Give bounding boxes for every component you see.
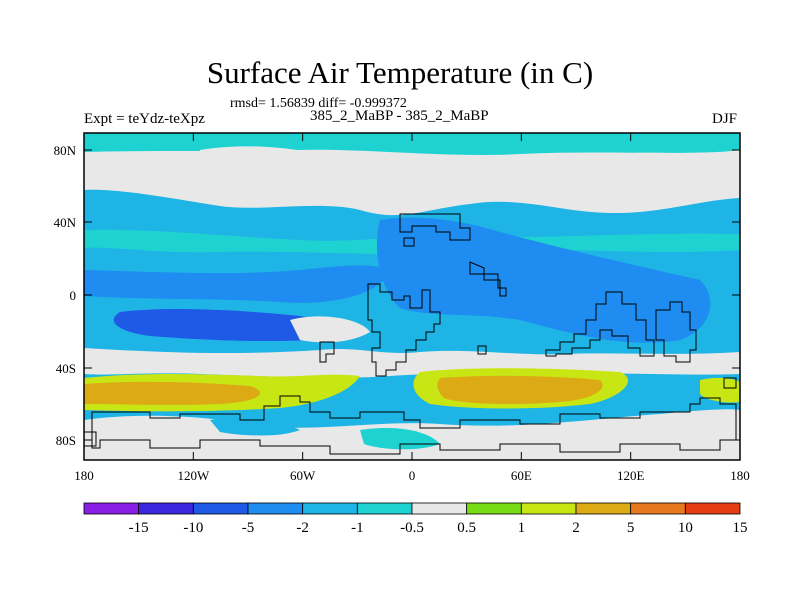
colorbar-label: -0.5 — [400, 520, 424, 536]
lon-tick-label: 0 — [409, 468, 416, 483]
lon-tick-label: 120W — [177, 468, 210, 483]
plot-title: Surface Air Temperature (in C) — [206, 55, 594, 90]
new-zealand-outline — [723, 377, 737, 389]
colorbar-swatch — [466, 502, 522, 515]
colorbar-swatch — [684, 502, 741, 515]
colorbar-swatch — [520, 502, 577, 515]
colorbar-label: 10 — [678, 520, 693, 536]
colorbar-swatch — [302, 502, 358, 515]
land-contours — [84, 213, 737, 455]
lon-tick-label: 180 — [730, 468, 750, 483]
field-south-yellow-far-east — [700, 377, 740, 403]
lon-tick-label: 180 — [74, 468, 94, 483]
colorbar-swatch — [630, 502, 686, 515]
colorbar-swatch — [575, 502, 632, 515]
longitude-axis: 180 120W 60W 0 60E 120E 180 — [74, 133, 750, 483]
lat-tick-label: 0 — [70, 288, 77, 303]
colorbar: -15 -10 -5 -2 -1 -0.5 0.5 1 2 5 10 15 — [83, 502, 748, 536]
field-south-orange-west — [84, 381, 260, 405]
colorbar-label: 15 — [733, 520, 748, 536]
lon-tick-label: 60E — [511, 468, 532, 483]
field-pacific-blue — [84, 265, 390, 303]
colorbar-label: -10 — [183, 520, 203, 536]
field-tropical-core — [376, 217, 711, 343]
season-label: DJF — [712, 111, 738, 127]
lat-tick-label: 80S — [56, 433, 76, 448]
madagascar-outline — [477, 345, 487, 355]
field-arctic-patch — [200, 146, 360, 172]
latitude-axis: 80N 40N 0 40S 80S — [54, 143, 740, 448]
lat-tick-label: 40S — [56, 361, 76, 376]
colorbar-label: 0.5 — [457, 520, 476, 536]
colorbar-label: 5 — [627, 520, 635, 536]
europe-outline — [399, 213, 471, 241]
field-south-orange-east — [437, 375, 603, 405]
arabia-outline — [469, 261, 507, 297]
lat-tick-label: 40N — [54, 215, 77, 230]
australia-outline — [655, 301, 697, 363]
island-outline — [403, 237, 415, 247]
map-field — [84, 133, 740, 460]
stats-text: rmsd= 1.56839 diff= -0.999372 — [230, 96, 407, 111]
lat-tick-label: 80N — [54, 143, 77, 158]
field-antarctic-cyan-patch — [210, 417, 300, 436]
colorbar-label: -5 — [242, 520, 255, 536]
south-america-outline — [319, 341, 335, 363]
antarctica-outline — [91, 395, 737, 455]
colorbar-swatch — [356, 502, 413, 515]
lon-tick-label: 120E — [617, 468, 645, 483]
comparison-label: 385_2_MaBP - 385_2_MaBP — [310, 108, 489, 124]
colorbar-label: -15 — [129, 520, 149, 536]
experiment-label: Expt = teYdz-teXpz — [84, 111, 205, 127]
colorbar-swatch — [247, 502, 304, 515]
colorbar-swatch — [138, 502, 194, 515]
field-pacific-deep — [113, 309, 348, 342]
colorbar-swatch — [411, 502, 468, 515]
colorbar-label: -1 — [351, 520, 364, 536]
lon-tick-label: 60W — [290, 468, 316, 483]
colorbar-label: 2 — [572, 520, 580, 536]
colorbar-label: 1 — [518, 520, 526, 536]
colorbar-label: -2 — [296, 520, 309, 536]
colorbar-swatch — [192, 502, 249, 515]
colorbar-swatch — [83, 502, 140, 515]
africa-outline — [367, 283, 441, 377]
asia-outline — [545, 291, 655, 357]
antarctica-west-edge — [84, 431, 97, 447]
field-south-america-neutral — [290, 316, 370, 343]
